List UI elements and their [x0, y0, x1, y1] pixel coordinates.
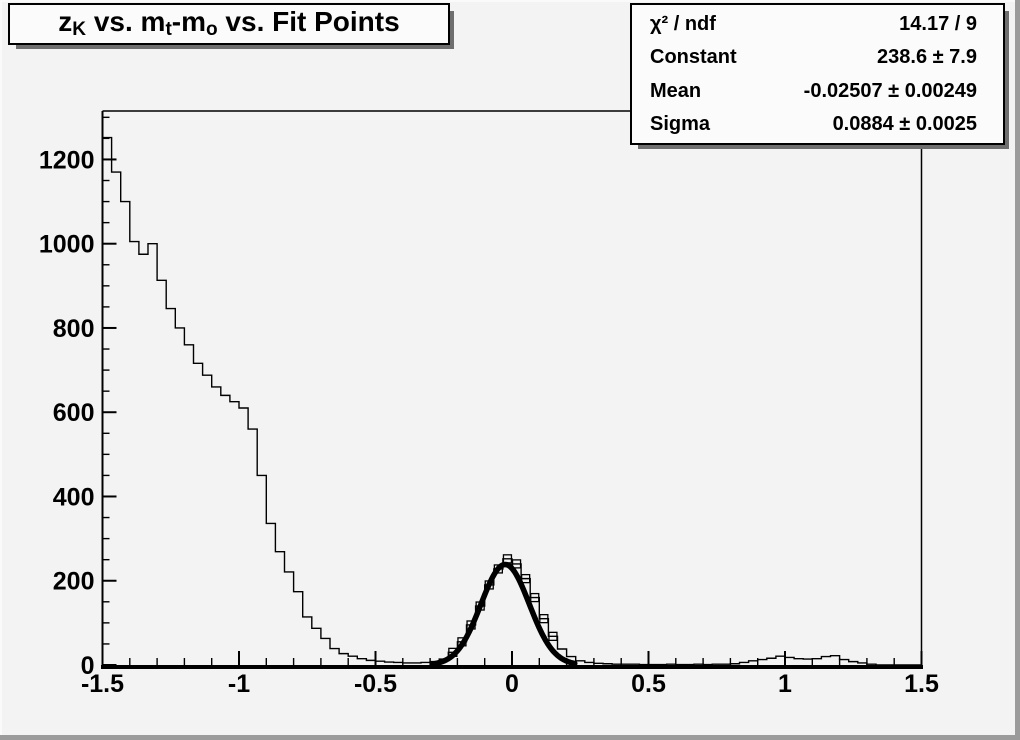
- stat-row-sigma: Sigma 0.0884 ± 0.0025: [632, 114, 1003, 134]
- axis-labels: -1.5 -1 -0.5 0 0.5 1 1.5 0 200 400 600 800 1000 1200: [39, 146, 939, 698]
- plot-frame: [102, 110, 923, 665]
- y-tick-label: 1200: [39, 146, 95, 174]
- x-tick-label: -0.5: [354, 670, 397, 698]
- axis-ticks: [101, 116, 923, 666]
- x-axis-line: [101, 665, 923, 669]
- title-segment: -m: [171, 6, 207, 38]
- stat-value: -0.02507 ± 0.00249: [803, 79, 977, 102]
- title-subscript: K: [72, 19, 87, 41]
- x-tick-label: 0: [505, 670, 519, 698]
- y-tick-label: 1000: [39, 231, 95, 259]
- fit-point-marker: [539, 614, 549, 624]
- fit-point-marker: [530, 592, 540, 603]
- stats-box: χ² / ndf 14.17 / 9 Constant 238.6 ± 7.9 …: [630, 3, 1005, 145]
- fit-point-marker: [520, 573, 531, 584]
- stat-label: χ² / ndf: [650, 12, 716, 35]
- x-tick-label: 1.5: [904, 670, 939, 698]
- stat-value: 0.0884 ± 0.0025: [832, 113, 977, 136]
- gaussian-fit-line: [430, 561, 578, 667]
- x-tick-label: 1: [778, 670, 792, 698]
- stat-row-chi2: χ² / ndf 14.17 / 9: [632, 14, 1003, 34]
- stat-value: 14.17 / 9: [899, 12, 977, 35]
- histogram-steps: [101, 136, 922, 666]
- histogram-line: [101, 136, 922, 666]
- title-segment: z: [58, 6, 73, 38]
- x-tick-label: -1.5: [81, 670, 124, 698]
- x-tick-label: -1: [228, 670, 250, 698]
- page-title: zK vs. mt-mo vs. Fit Points: [58, 6, 399, 41]
- title-subscript: o: [206, 19, 218, 41]
- y-tick-label: 0: [81, 652, 95, 680]
- x-tick-label: 0.5: [631, 670, 666, 698]
- title-segment: vs. Fit Points: [217, 6, 400, 38]
- y-tick-label: 600: [53, 399, 95, 427]
- fit-point-marker: [511, 559, 522, 569]
- y-tick-label: 800: [53, 315, 95, 343]
- y-tick-label: 400: [53, 483, 95, 511]
- stat-label: Sigma: [650, 113, 711, 136]
- stat-value: 238.6 ± 7.9: [877, 46, 977, 69]
- frame-border: [102, 110, 923, 665]
- stat-label: Mean: [650, 79, 702, 102]
- y-tick-label: 200: [53, 568, 95, 596]
- title-subscript: t: [165, 19, 172, 41]
- stat-row-constant: Constant 238.6 ± 7.9: [632, 47, 1003, 67]
- fit-curve: [430, 561, 578, 667]
- title-segment: vs. m: [86, 6, 166, 38]
- stat-label: Constant: [650, 46, 737, 69]
- title-box: zK vs. mt-mo vs. Fit Points: [8, 3, 450, 45]
- fit-point-marker: [548, 631, 558, 642]
- stat-row-mean: Mean -0.02507 ± 0.00249: [632, 81, 1003, 101]
- axis-lines: [101, 111, 923, 669]
